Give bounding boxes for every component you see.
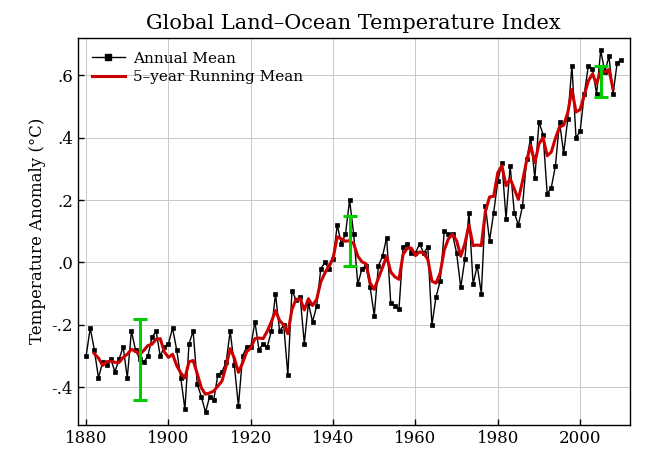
Y-axis label: Temperature Anomaly (°C): Temperature Anomaly (°C) xyxy=(29,118,46,345)
Annual Mean xyxy=(597,47,605,53)
Annual Mean xyxy=(617,57,625,62)
5–year Running Mean xyxy=(403,245,411,251)
5–year Running Mean xyxy=(605,67,613,72)
5–year Running Mean xyxy=(395,277,403,282)
5–year Running Mean xyxy=(202,391,210,397)
Annual Mean xyxy=(494,178,502,184)
5–year Running Mean xyxy=(576,107,584,112)
Line: Annual Mean: Annual Mean xyxy=(84,48,624,414)
Legend: Annual Mean, 5–year Running Mean: Annual Mean, 5–year Running Mean xyxy=(86,45,309,90)
Line: 5–year Running Mean: 5–year Running Mean xyxy=(94,69,613,394)
Annual Mean xyxy=(297,294,304,300)
Annual Mean xyxy=(82,354,90,359)
5–year Running Mean xyxy=(609,86,617,92)
5–year Running Mean xyxy=(531,160,539,166)
Title: Global Land–Ocean Temperature Index: Global Land–Ocean Temperature Index xyxy=(147,15,561,34)
5–year Running Mean xyxy=(424,257,432,262)
Annual Mean xyxy=(202,410,210,415)
Annual Mean xyxy=(255,347,263,353)
5–year Running Mean xyxy=(90,351,98,356)
Annual Mean xyxy=(358,266,366,271)
Annual Mean xyxy=(284,372,292,378)
Annual Mean xyxy=(132,347,140,353)
5–year Running Mean xyxy=(115,360,123,365)
